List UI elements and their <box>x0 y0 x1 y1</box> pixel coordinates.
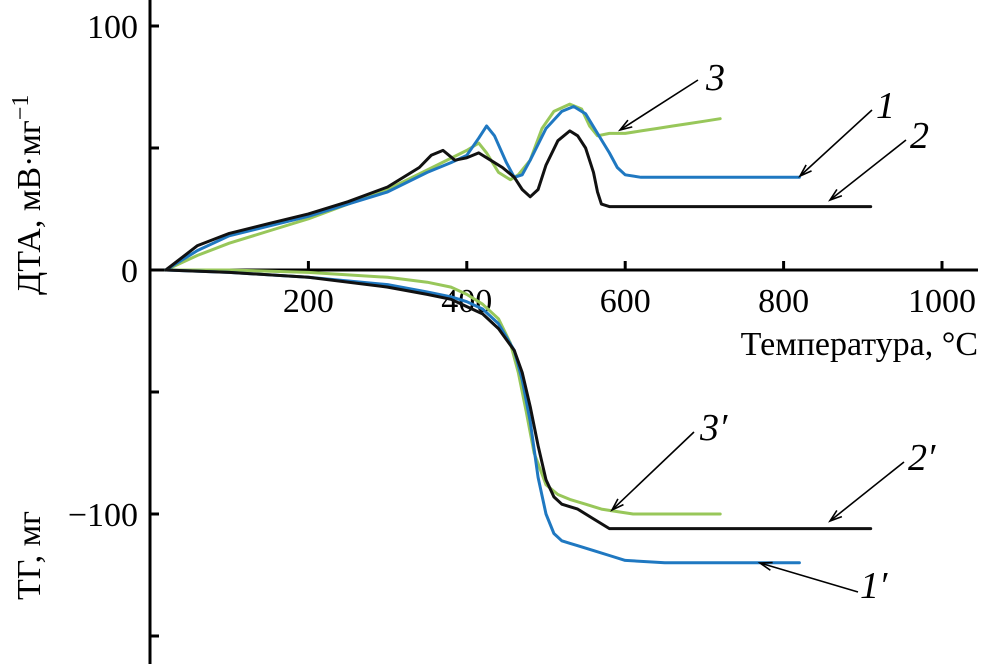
pointer-3 <box>619 79 699 131</box>
series-3 <box>164 102 722 272</box>
series-1 <box>164 105 801 272</box>
pointer-head-3 <box>617 119 633 132</box>
series-layer <box>164 102 873 565</box>
curve-label-3-prime: 3′ <box>699 407 728 449</box>
pointer-head-3-prime <box>610 498 624 512</box>
curve-label-3: 3 <box>705 57 725 99</box>
x-axis-label: Температура, °C <box>741 326 978 363</box>
y-axis-label-tg-text: ТГ, мг <box>11 511 48 600</box>
pointer-head-1 <box>798 164 812 178</box>
pointer-head-2-prime <box>828 509 843 523</box>
y-tick-label-0: 0 <box>121 253 138 290</box>
pointer-2-prime <box>829 461 905 522</box>
y-tick-label-100: 100 <box>87 9 138 46</box>
pointer-head-1-prime <box>757 561 773 571</box>
y-axis-label-dta: ДТА, мВ·мг−1 <box>8 95 48 295</box>
curve-label-1-prime: 1′ <box>860 565 888 607</box>
y-tick-label--100: −100 <box>68 497 138 534</box>
series-2-prime <box>164 268 873 531</box>
x-tick-label-200: 200 <box>283 283 334 320</box>
ticks <box>150 24 944 638</box>
pointers <box>610 79 907 593</box>
y-axis-label-tg: ТГ, мг <box>11 511 48 600</box>
series-1-prime <box>164 268 801 565</box>
pointer-1 <box>799 109 873 177</box>
series-3-prime <box>164 268 722 516</box>
curve-label-2-prime: 2′ <box>908 437 936 479</box>
series-2 <box>164 129 873 272</box>
axes <box>148 0 978 664</box>
pointer-3-prime <box>611 431 695 511</box>
y-axis-label-dta-text: ДТА, мВ·мг <box>11 120 48 295</box>
pointer-1-prime <box>759 562 859 593</box>
curve-label-1: 1 <box>876 85 895 127</box>
pointer-2 <box>829 139 907 201</box>
x-tick-label-600: 600 <box>600 283 651 320</box>
x-tick-label-800: 800 <box>758 283 809 320</box>
x-tick-label-1000: 1000 <box>908 283 976 320</box>
y-axis-label-dta-superscript: −1 <box>8 95 34 121</box>
svg-text:ДТА, мВ·мг−1: ДТА, мВ·мг−1 <box>8 95 48 295</box>
curve-label-2: 2 <box>910 115 929 157</box>
pointer-head-2 <box>828 188 843 202</box>
